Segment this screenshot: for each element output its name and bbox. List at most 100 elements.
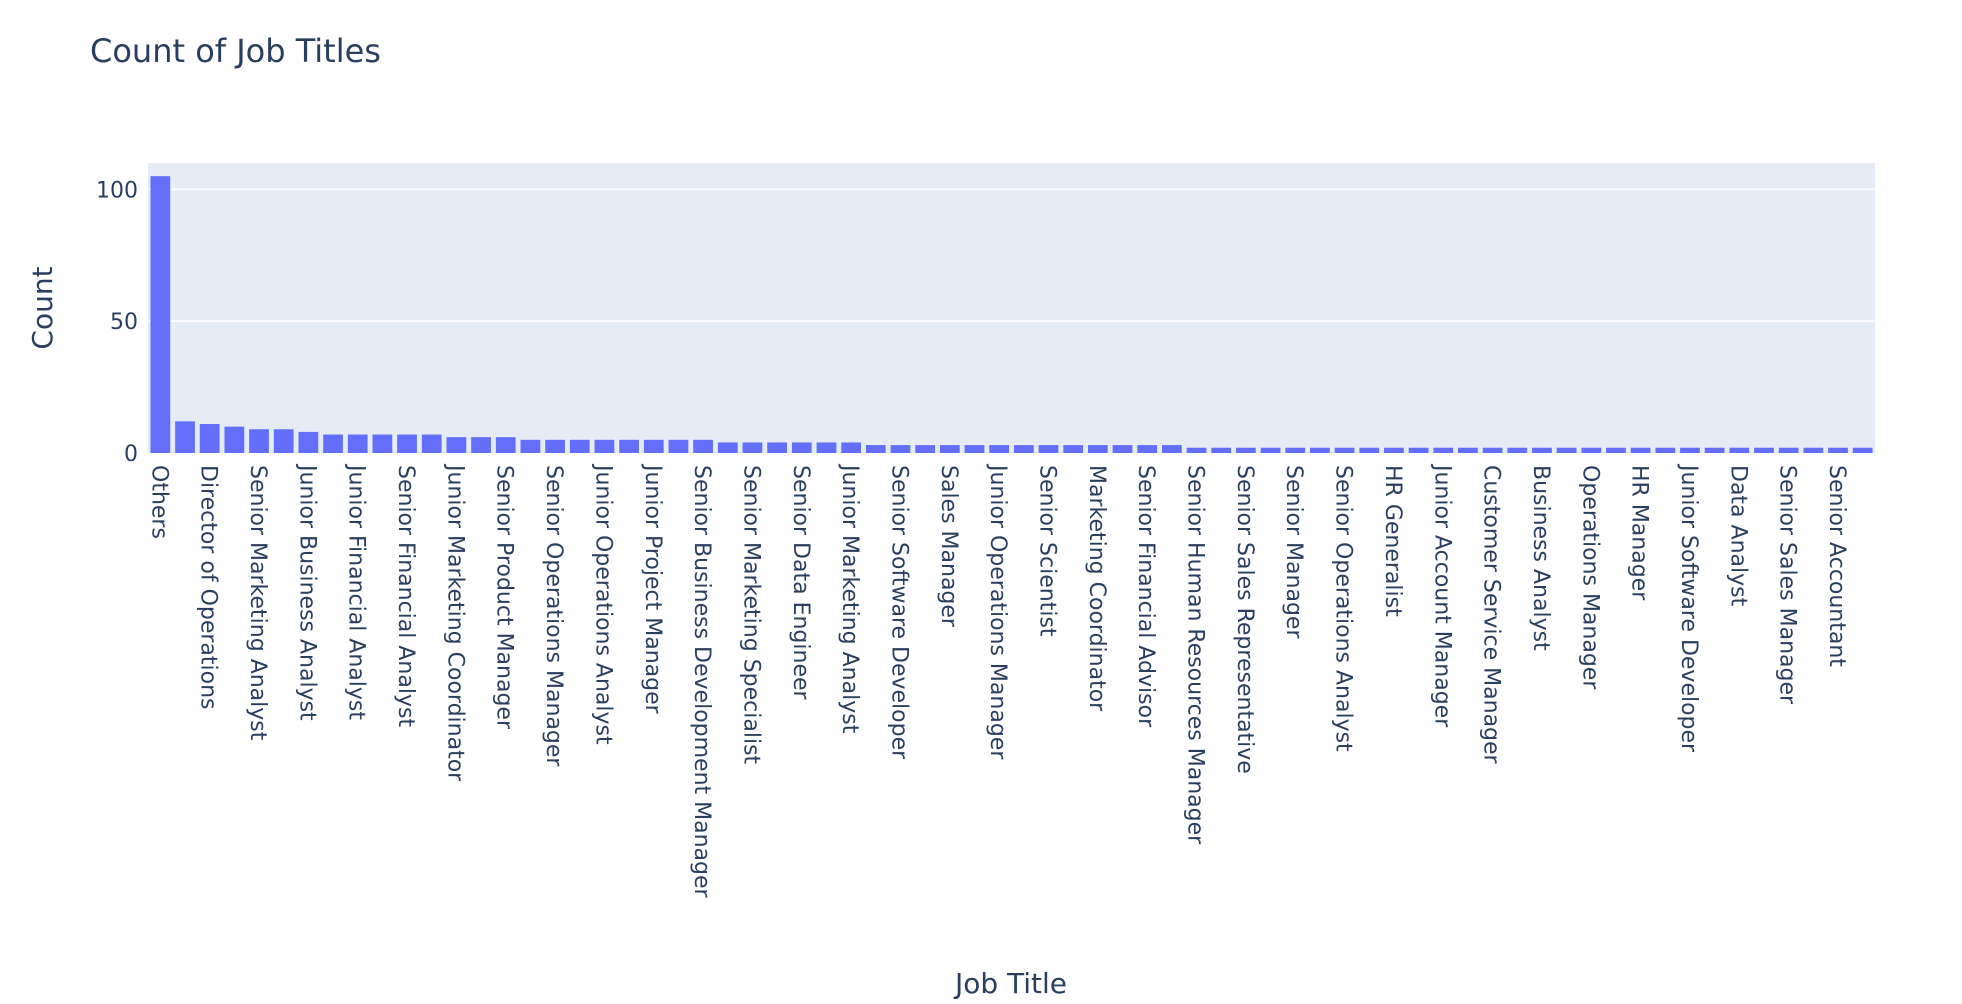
bar[interactable]	[742, 442, 763, 453]
bar[interactable]	[1334, 447, 1355, 453]
bar[interactable]	[1211, 447, 1232, 453]
bar[interactable]	[1359, 447, 1380, 453]
bar[interactable]	[495, 437, 516, 453]
bar[interactable]	[175, 421, 195, 453]
bar[interactable]	[298, 431, 319, 453]
bar[interactable]	[1310, 447, 1330, 453]
bar[interactable]	[1285, 447, 1306, 453]
bar[interactable]	[1408, 447, 1429, 453]
bar[interactable]	[397, 434, 417, 453]
bar[interactable]	[421, 434, 442, 453]
x-tick-label: Marketing Coordinator	[1084, 465, 1109, 712]
bar[interactable]	[1754, 447, 1774, 453]
bar[interactable]	[224, 426, 245, 453]
bar[interactable]	[1063, 445, 1084, 453]
bar[interactable]	[1458, 447, 1478, 453]
bar[interactable]	[668, 439, 689, 453]
bar[interactable]	[569, 439, 590, 453]
bar[interactable]	[471, 437, 491, 453]
bar[interactable]	[1532, 447, 1552, 453]
bar[interactable]	[1161, 445, 1182, 453]
bar[interactable]	[915, 445, 936, 453]
x-tick-label: HR Manager	[1627, 465, 1652, 601]
bar[interactable]	[347, 434, 368, 453]
bar[interactable]	[1013, 445, 1034, 453]
bar[interactable]	[1260, 447, 1281, 453]
bar[interactable]	[1680, 447, 1700, 453]
bar[interactable]	[1630, 447, 1651, 453]
x-tick-label: Director of Operations	[196, 465, 221, 710]
bar[interactable]	[1482, 447, 1503, 453]
x-tick-label: Senior Business Development Manager	[689, 465, 714, 899]
x-tick-label: Senior Manager	[1281, 465, 1306, 639]
bar[interactable]	[1828, 447, 1848, 453]
x-tick-label: Senior Software Developer	[886, 465, 911, 760]
bar[interactable]	[150, 176, 171, 453]
bar[interactable]	[693, 439, 713, 453]
x-tick-label: Senior Scientist	[1035, 465, 1060, 637]
bar[interactable]	[791, 442, 812, 453]
y-axis-title: Count	[26, 266, 59, 349]
x-tick-label: Senior Human Resources Manager	[1183, 465, 1208, 845]
x-tick-label: Senior Marketing Specialist	[738, 465, 763, 765]
bar[interactable]	[890, 445, 911, 453]
bar[interactable]	[1852, 447, 1873, 453]
bar[interactable]	[199, 424, 220, 453]
bar[interactable]	[545, 439, 565, 453]
bars	[150, 176, 1873, 453]
bar[interactable]	[1384, 447, 1404, 453]
bar[interactable]	[1655, 447, 1676, 453]
bar[interactable]	[1137, 445, 1158, 453]
y-tick-label: 100	[96, 178, 138, 203]
y-tick-label: 50	[110, 310, 138, 335]
bar[interactable]	[1087, 445, 1108, 453]
bar[interactable]	[520, 439, 541, 453]
bar[interactable]	[1803, 447, 1824, 453]
bar[interactable]	[767, 442, 787, 453]
bar[interactable]	[964, 445, 985, 453]
x-tick-label: Junior Operations Analyst	[590, 463, 615, 745]
x-axis-title: Job Title	[953, 967, 1067, 1000]
bar[interactable]	[1236, 447, 1256, 453]
chart-title: Count of Job Titles	[90, 32, 381, 70]
bar[interactable]	[717, 442, 738, 453]
x-tick-label: Junior Marketing Coordinator	[442, 463, 467, 782]
bar[interactable]	[594, 439, 615, 453]
x-tick-label: Senior Operations Manager	[541, 465, 566, 767]
bar[interactable]	[1112, 445, 1133, 453]
x-tick-label: Others	[146, 465, 171, 539]
bar[interactable]	[1186, 447, 1207, 453]
bar[interactable]	[816, 442, 837, 453]
x-tick-label: Senior Financial Advisor	[1133, 465, 1158, 728]
bar[interactable]	[939, 445, 960, 453]
bar[interactable]	[865, 445, 886, 453]
bar[interactable]	[273, 429, 294, 453]
bar[interactable]	[1433, 447, 1454, 453]
plot-area	[148, 163, 1875, 453]
bar[interactable]	[1778, 447, 1799, 453]
x-tick-label: Junior Marketing Analyst	[837, 463, 862, 734]
bar[interactable]	[1507, 447, 1528, 453]
bar[interactable]	[1581, 447, 1602, 453]
x-tick-label: Junior Software Developer	[1676, 463, 1701, 753]
x-tick-label: Senior Accountant	[1824, 465, 1849, 667]
bar[interactable]	[372, 434, 393, 453]
bar[interactable]	[1704, 447, 1725, 453]
bar[interactable]	[619, 439, 639, 453]
x-tick-label: Senior Data Engineer	[788, 465, 813, 701]
bar[interactable]	[841, 442, 862, 453]
bar[interactable]	[1556, 447, 1577, 453]
bar[interactable]	[249, 429, 269, 453]
y-tick-labels: 0 50 100	[96, 178, 138, 467]
bar[interactable]	[323, 434, 343, 453]
bar[interactable]	[1729, 447, 1750, 453]
x-tick-label: Junior Account Manager	[1429, 463, 1454, 728]
bar[interactable]	[1606, 447, 1626, 453]
bar[interactable]	[989, 445, 1010, 453]
bar[interactable]	[446, 437, 467, 453]
bar[interactable]	[1038, 445, 1059, 453]
x-tick-label: Junior Project Manager	[640, 463, 665, 715]
x-tick-label: Junior Business Analyst	[294, 463, 319, 721]
bar[interactable]	[643, 439, 664, 453]
